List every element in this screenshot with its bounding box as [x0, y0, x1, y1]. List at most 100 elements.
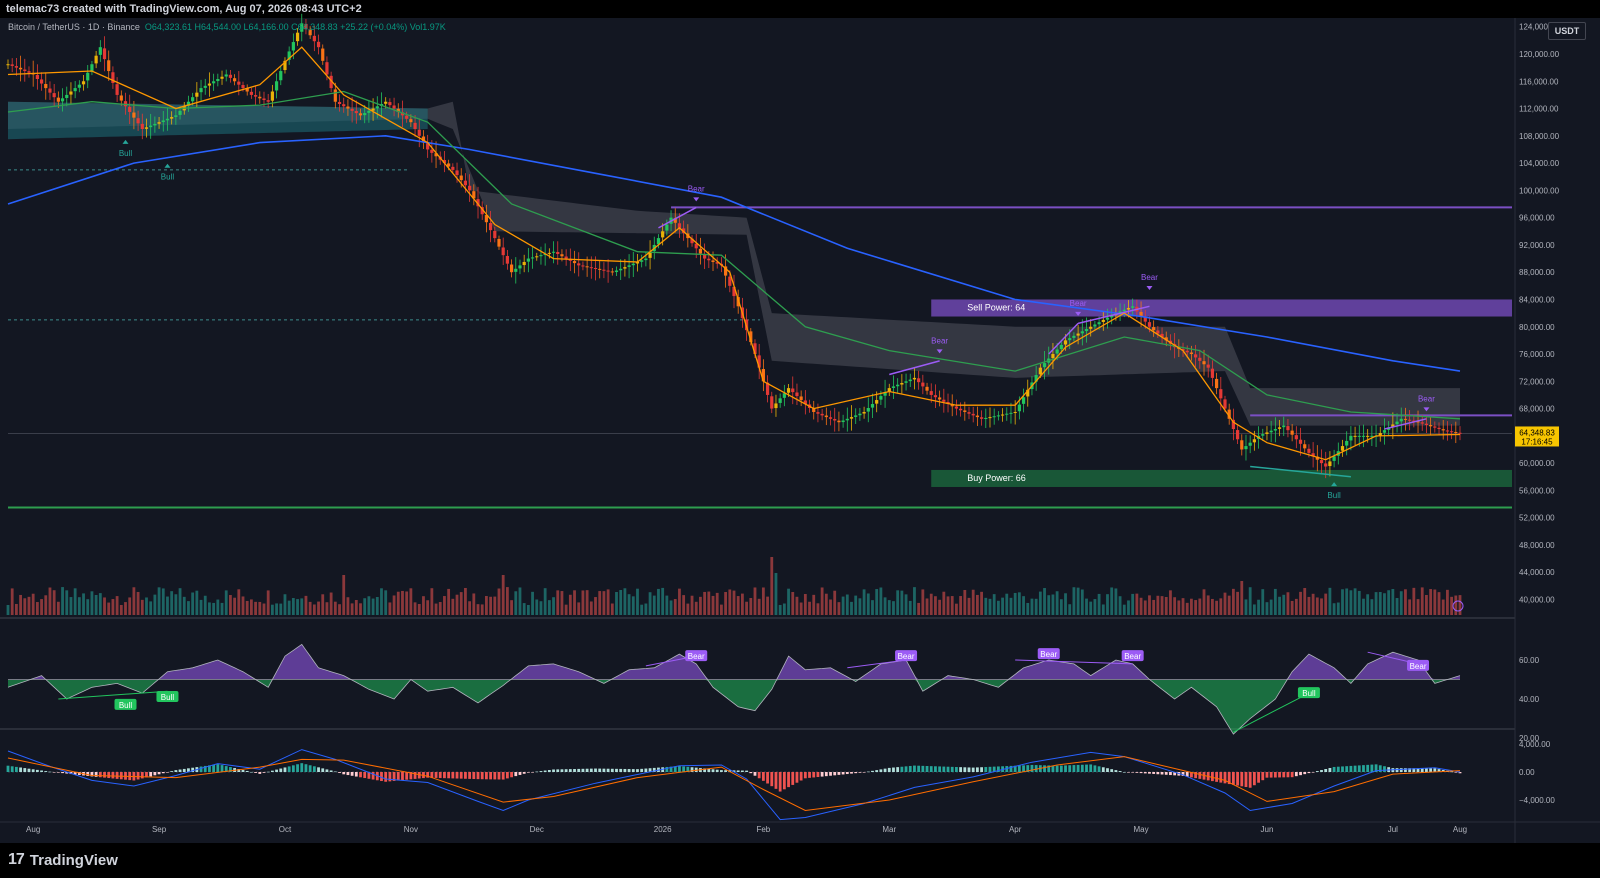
macd-histogram-bar	[1211, 772, 1214, 782]
rsi-bear-line	[847, 659, 907, 669]
macd-histogram-bar	[858, 772, 862, 773]
volume-bar	[1303, 588, 1307, 615]
candle-body	[870, 404, 875, 408]
volume-bar	[808, 601, 811, 615]
candle-body	[577, 263, 581, 266]
volume-bar	[505, 587, 509, 615]
tradingview-logo[interactable]: 17 TradingView	[8, 851, 118, 869]
candle-body	[908, 379, 912, 382]
macd-histogram-bar	[1114, 770, 1118, 772]
candle-body	[996, 415, 1000, 417]
candle-body	[770, 396, 774, 409]
candle-body	[1382, 430, 1387, 433]
candle-body	[1370, 435, 1374, 437]
candle-body	[447, 163, 451, 167]
rsi-bull-line	[58, 690, 168, 700]
candle-body	[1139, 311, 1143, 317]
candle-body	[463, 180, 468, 186]
macd-histogram-bar	[1059, 765, 1063, 772]
volume-bar	[1072, 587, 1076, 615]
volume-bar	[501, 575, 505, 615]
volume-bar	[1009, 597, 1013, 615]
candle-body	[703, 253, 707, 259]
candle-body	[384, 101, 388, 104]
volume-bar	[1215, 600, 1219, 615]
macd-histogram-bar	[757, 772, 761, 779]
macd-histogram-bar	[145, 772, 148, 778]
macd-histogram-bar	[887, 767, 891, 772]
volume-bar	[157, 587, 161, 615]
candle-body	[917, 378, 921, 383]
currency-badge[interactable]: USDT	[1548, 22, 1586, 40]
macd-histogram-bar	[753, 772, 757, 776]
macd-histogram-bar	[1181, 772, 1185, 776]
bear-divergence-4	[1077, 305, 1150, 325]
macd-histogram-bar	[1131, 772, 1135, 773]
volume-bar	[531, 591, 534, 615]
macd-histogram-bar	[1160, 772, 1164, 775]
macd-histogram-bar	[1425, 768, 1428, 772]
candle-body	[174, 115, 178, 117]
macd-histogram-bar	[1294, 772, 1298, 777]
macd-histogram-bar	[140, 772, 144, 779]
volume-bar	[90, 591, 94, 615]
candle-body	[765, 382, 770, 395]
volume-bar	[929, 593, 933, 615]
volume-bar	[1290, 600, 1294, 615]
candle-body	[904, 381, 908, 383]
candle-body	[18, 67, 23, 70]
volume-bar	[61, 587, 64, 615]
macd-histogram-bar	[270, 770, 274, 772]
volume-bar	[1211, 598, 1214, 615]
time-axis-tick: 2026	[654, 825, 672, 834]
volume-bar	[1064, 593, 1067, 615]
volume-bar	[233, 597, 237, 615]
volume-bar	[782, 603, 786, 615]
candle-body	[820, 413, 824, 416]
volume-bar	[245, 600, 249, 615]
macd-histogram-bar	[1231, 772, 1235, 785]
candle-body	[149, 125, 153, 128]
macd-histogram-bar	[220, 765, 224, 772]
candle-body	[1412, 420, 1416, 422]
macd-histogram-bar	[1152, 772, 1156, 774]
volume-bar	[682, 595, 686, 615]
macd-histogram-bar	[938, 766, 942, 772]
candle-body	[417, 129, 421, 136]
macd-histogram-bar	[497, 772, 501, 780]
candle-body	[1068, 338, 1072, 341]
volume-bar	[69, 597, 73, 615]
buy-power-zone	[931, 469, 1512, 487]
macd-histogram-bar	[543, 770, 547, 772]
macd-histogram-bar	[1311, 772, 1315, 773]
candle-body	[959, 408, 963, 411]
volume-bar	[955, 603, 958, 615]
macd-histogram-bar	[342, 772, 346, 775]
volume-bar	[1177, 600, 1181, 615]
macd-histogram-bar	[623, 768, 627, 772]
candle-body	[300, 23, 304, 32]
volume-bar	[44, 595, 48, 615]
volume-bar	[1143, 600, 1147, 615]
candle-body	[682, 228, 686, 233]
macd-histogram-bar	[816, 772, 820, 778]
volume-bar	[740, 593, 744, 615]
volume-bar	[325, 602, 329, 615]
macd-histogram-bar	[1236, 772, 1239, 786]
volume-bar	[774, 573, 778, 615]
macd-histogram-bar	[367, 772, 371, 779]
volume-bar	[443, 596, 446, 615]
volume-bar	[1122, 604, 1126, 615]
candle-body	[1307, 448, 1311, 453]
macd-histogram-bar	[258, 772, 262, 774]
candle-body	[291, 42, 295, 51]
macd-histogram-bar	[1055, 765, 1059, 772]
candle-body	[967, 412, 971, 414]
candle-body	[207, 83, 212, 86]
candle-body	[971, 413, 975, 416]
volume-bar	[1231, 588, 1235, 615]
time-axis-tick: May	[1134, 825, 1149, 834]
rsi-bear-label: Bear	[1124, 652, 1141, 661]
macd-histogram-bar	[703, 768, 707, 772]
